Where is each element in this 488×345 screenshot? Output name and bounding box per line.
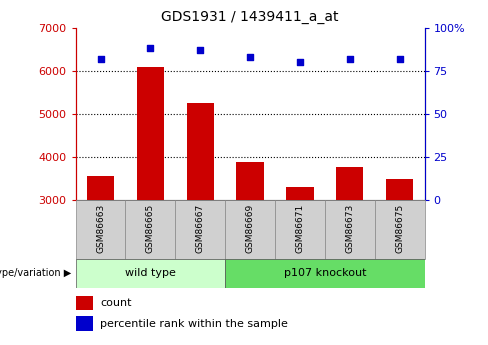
Point bbox=[146, 46, 154, 51]
Text: p107 knockout: p107 knockout bbox=[284, 268, 366, 278]
Point bbox=[346, 56, 354, 61]
Text: GSM86663: GSM86663 bbox=[96, 204, 105, 253]
Bar bbox=[325, 200, 375, 259]
Bar bbox=[175, 200, 225, 259]
Point bbox=[246, 54, 254, 60]
Point bbox=[97, 56, 104, 61]
Text: GSM86673: GSM86673 bbox=[346, 204, 354, 253]
Bar bbox=[76, 259, 225, 288]
Text: GSM86675: GSM86675 bbox=[395, 204, 404, 253]
Bar bbox=[336, 167, 364, 200]
Text: wild type: wild type bbox=[125, 268, 176, 278]
Point bbox=[396, 56, 404, 61]
Bar bbox=[76, 296, 93, 310]
Bar bbox=[375, 200, 425, 259]
Bar bbox=[87, 176, 114, 200]
Point bbox=[296, 59, 304, 65]
Bar bbox=[236, 162, 264, 200]
Text: genotype/variation ▶: genotype/variation ▶ bbox=[0, 268, 71, 278]
Bar bbox=[186, 103, 214, 200]
Text: GSM86669: GSM86669 bbox=[245, 204, 255, 253]
Text: count: count bbox=[100, 298, 132, 308]
Bar bbox=[386, 179, 413, 200]
Text: GSM86671: GSM86671 bbox=[295, 204, 305, 253]
Bar bbox=[225, 200, 275, 259]
Bar bbox=[137, 67, 164, 200]
Bar bbox=[76, 316, 93, 331]
Bar bbox=[76, 200, 125, 259]
Title: GDS1931 / 1439411_a_at: GDS1931 / 1439411_a_at bbox=[162, 10, 339, 24]
Text: GSM86667: GSM86667 bbox=[196, 204, 205, 253]
Text: GSM86665: GSM86665 bbox=[146, 204, 155, 253]
Bar bbox=[275, 200, 325, 259]
Bar bbox=[125, 200, 175, 259]
Text: percentile rank within the sample: percentile rank within the sample bbox=[100, 319, 288, 329]
Bar bbox=[225, 259, 425, 288]
Point bbox=[196, 47, 204, 53]
Bar bbox=[286, 187, 314, 200]
